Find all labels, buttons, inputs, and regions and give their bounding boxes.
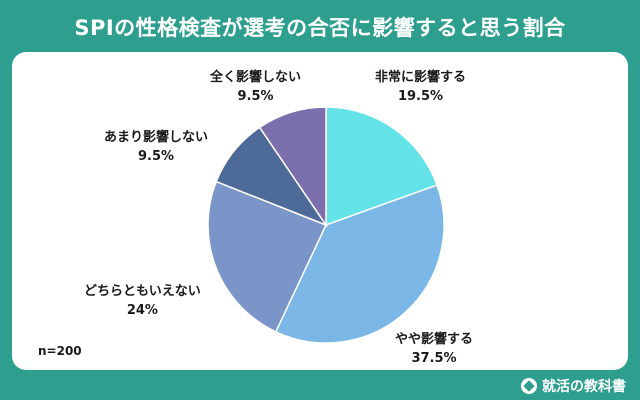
slice-neutral [207,180,328,333]
slice-very [325,106,438,227]
slice-label-little: あまり影響しない 9.5% [104,128,208,166]
slice-label-somewhat: やや影響する 37.5% [395,330,473,368]
slice-label-text: 全く影響しない [210,70,302,85]
brand-name: 就活の教科書 [542,379,626,395]
slice-label-text: 非常に影響する [375,70,467,85]
slice-value-text: 9.5% [137,149,175,164]
slice-label-text: あまり影響しない [104,130,209,145]
slice-value-text: 19.5% [397,89,444,104]
chart-title: SPIの性格検査が選考の合否に影響すると思う割合 [74,16,566,40]
slice-label-none: 全く影響しない 9.5% [210,68,301,106]
slice-label-text: どちらともいえない [84,284,201,299]
slice-label-neutral: どちらともいえない 24% [84,282,201,320]
slice-value-text: 37.5% [411,351,457,366]
brand-logo: 就活の教科書 [521,376,626,396]
slice-label-very: 非常に影響する 19.5% [375,68,466,106]
slice-somewhat [274,184,445,344]
slice-label-text: やや影響する [395,332,474,347]
brand-icon [521,378,537,394]
slice-none [258,106,327,228]
slice-value-text: 9.5% [237,89,274,104]
sample-size: n=200 [38,344,82,358]
slice-value-text: 24% [126,303,158,318]
